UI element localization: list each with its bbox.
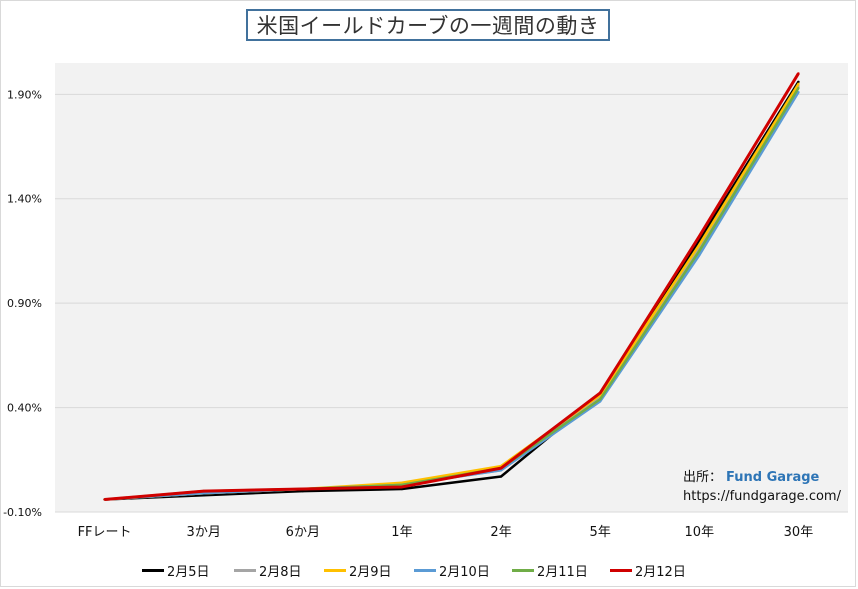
x-tick-label: 3か月: [187, 525, 221, 540]
x-tick-label: 1年: [391, 525, 412, 540]
legend-label: 2月5日: [167, 564, 210, 580]
data-point: [797, 82, 800, 86]
plot-area: [55, 63, 848, 512]
legend-item: 2月5日: [142, 560, 210, 580]
x-tick-label: 10年: [685, 525, 715, 540]
data-point: [698, 253, 701, 257]
data-point: [598, 391, 602, 395]
y-tick-label: 1.40%: [7, 193, 42, 206]
chart-legend: 2月5日 2月8日 2月9日 2月10日 2月11日 2月12日: [0, 560, 858, 580]
data-point: [499, 475, 503, 478]
data-point: [698, 243, 701, 246]
y-tick-label: 0.40%: [7, 402, 42, 415]
legend-label: 2月10日: [439, 564, 490, 580]
data-point: [797, 86, 800, 90]
data-point: [698, 249, 701, 253]
legend-item: 2月12日: [610, 560, 686, 580]
y-tick-label: -0.10%: [3, 506, 42, 519]
legend-label: 2月8日: [259, 564, 302, 580]
data-point: [797, 80, 800, 83]
data-point: [499, 466, 503, 470]
legend-swatch: [610, 568, 632, 572]
data-point: [202, 494, 205, 497]
legend-item: 2月8日: [234, 560, 302, 580]
source-name: Fund Garage: [726, 470, 820, 485]
series-line-2月5日: [104, 81, 800, 501]
legend-swatch: [234, 568, 256, 572]
data-point: [301, 487, 305, 491]
source-credit: 出所： Fund Garage: [683, 466, 819, 485]
source-label: 出所：: [683, 470, 723, 485]
data-point: [797, 91, 800, 94]
x-tick-label: 6か月: [286, 525, 320, 540]
x-tick-label: 2年: [490, 525, 511, 540]
legend-item: 2月11日: [512, 560, 588, 580]
legend-swatch: [414, 568, 436, 572]
data-point: [103, 498, 106, 501]
data-point: [202, 489, 205, 493]
legend-label: 2月9日: [349, 564, 392, 580]
legend-item: 2月10日: [414, 560, 490, 580]
x-tick-label: 30年: [784, 525, 814, 540]
x-tick-label: FFレート: [78, 525, 132, 540]
y-tick-label: 0.90%: [7, 297, 42, 310]
legend-swatch: [142, 568, 164, 572]
chart-title: 米国イールドカーブの一週間の動き: [256, 14, 600, 38]
chart-title-box: 米国イールドカーブの一週間の動き: [246, 9, 610, 41]
data-point: [698, 235, 701, 238]
data-point: [797, 72, 800, 75]
source-url: https://fundgarage.com/: [683, 489, 841, 504]
series-line-2月12日: [104, 72, 800, 501]
legend-item: 2月9日: [324, 560, 392, 580]
legend-swatch: [324, 568, 346, 572]
legend-swatch: [512, 568, 534, 572]
data-point: [400, 481, 404, 484]
data-point: [598, 398, 602, 401]
data-point: [400, 485, 404, 489]
legend-label: 2月11日: [537, 564, 588, 580]
legend-label: 2月12日: [635, 564, 686, 580]
y-tick-label: 1.90%: [7, 88, 42, 101]
x-tick-label: 5年: [590, 525, 611, 540]
